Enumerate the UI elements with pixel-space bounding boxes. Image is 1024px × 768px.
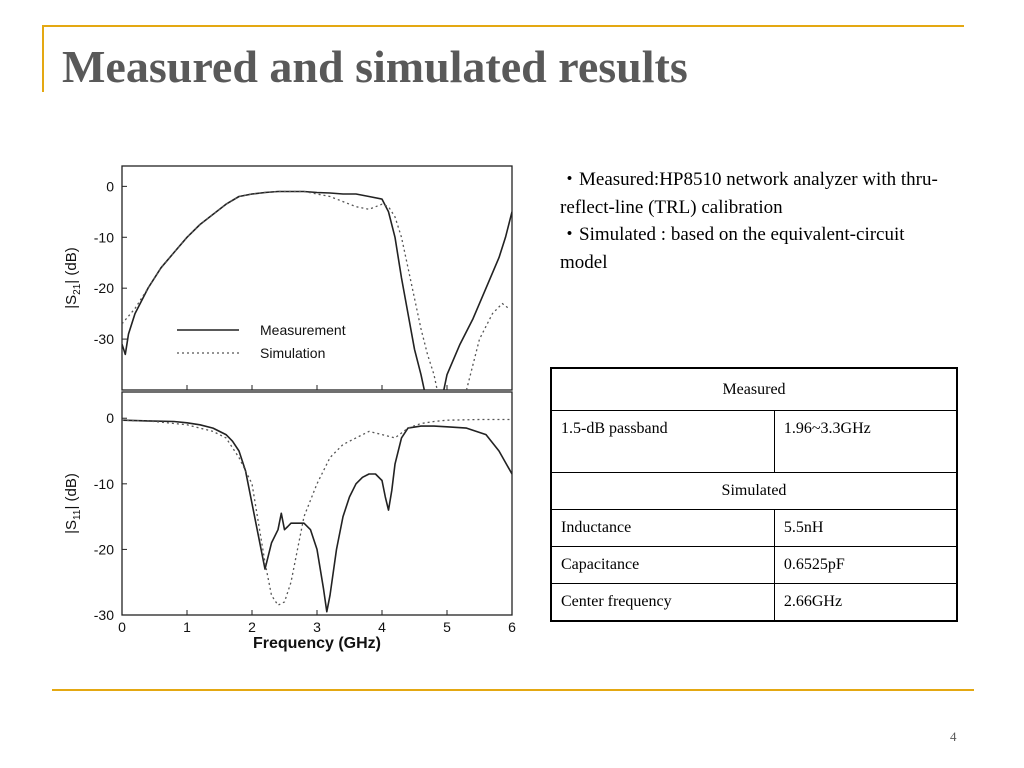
legend-label-measurement: Measurement bbox=[260, 322, 346, 338]
s21-ytick-label: -20 bbox=[94, 280, 114, 296]
s21-plot: 0 -10 -20 -30 |S21| (dB) Measurement Simulatio… bbox=[63, 165, 513, 391]
s11-xlabel: Frequency (GHz) bbox=[253, 635, 381, 652]
s11-plot: 0-10-20-300 1 2 3 4 5 6|S11| (dB)Frequency (GH… bbox=[63, 391, 516, 652]
s11-ytick-label: -10 bbox=[94, 476, 114, 492]
s11-xtick-label: 1 bbox=[183, 619, 191, 635]
passband-value: 1.96~3.3GHz bbox=[773, 410, 958, 473]
s11-xtick-label: 2 bbox=[248, 619, 256, 635]
center-frequency-label: Center frequency bbox=[550, 583, 775, 622]
note-simulated: ・Simulated : based on the equivalent-cir… bbox=[560, 224, 905, 273]
legend-label-simulation: Simulation bbox=[260, 345, 325, 361]
s21-ytick-label: -30 bbox=[94, 331, 114, 347]
s11-frame bbox=[121, 391, 513, 616]
s21-ytick-label: 0 bbox=[106, 178, 114, 194]
s11-ytick-label: 0 bbox=[106, 410, 114, 426]
s21-series-simulation-2 bbox=[122, 190, 438, 390]
s-parameter-plots: 0 -10 -20 -30 |S21| (dB) Measurement Simulatio… bbox=[63, 165, 516, 652]
notes: ・Measured:HP8510 network analyzer with t… bbox=[560, 166, 940, 276]
table-row: 1.5-dB passband 1.96~3.3GHz bbox=[550, 410, 958, 473]
simulated-header: Simulated bbox=[550, 472, 958, 510]
s11-ytick-label: -20 bbox=[94, 541, 114, 557]
table-row: Inductance 5.5nH bbox=[550, 509, 958, 547]
title-accent-bar bbox=[42, 25, 44, 92]
title-accent-line bbox=[42, 25, 964, 27]
center-frequency-value: 2.66GHz bbox=[773, 583, 958, 622]
s11-series-measurement-0 bbox=[122, 419, 512, 613]
table-row: Simulated bbox=[550, 472, 958, 510]
s21-ylabel: |S21| (dB) bbox=[63, 247, 83, 308]
s11-xtick-label: 5 bbox=[443, 619, 451, 635]
inductance-value: 5.5nH bbox=[773, 509, 958, 547]
slide-title: Measured and simulated results bbox=[62, 41, 688, 92]
table-row: Capacitance 0.6525pF bbox=[550, 546, 958, 584]
note-measured: ・Measured:HP8510 network analyzer with t… bbox=[560, 169, 938, 218]
passband-label: 1.5-dB passband bbox=[550, 410, 775, 473]
s21-series-measurement-1 bbox=[443, 211, 512, 390]
table-row: Center frequency 2.66GHz bbox=[550, 583, 958, 622]
s21-ytick-label: -10 bbox=[94, 229, 114, 245]
table-row: Measured bbox=[550, 367, 958, 411]
s11-xtick-label: 3 bbox=[313, 619, 321, 635]
inductance-label: Inductance bbox=[550, 509, 775, 547]
s21-series-simulation-3 bbox=[465, 302, 510, 390]
footer-accent-line bbox=[52, 689, 974, 691]
s11-xtick-label: 0 bbox=[118, 619, 126, 635]
s-parameter-figure: 0 -10 -20 -30 |S21| (dB) Measurement Simulatio… bbox=[50, 160, 530, 655]
measured-header: Measured bbox=[550, 367, 958, 411]
results-table: Measured 1.5-dB passband 1.96~3.3GHz Sim… bbox=[550, 367, 958, 622]
s11-series-simulation-1 bbox=[122, 418, 512, 606]
capacitance-value: 0.6525pF bbox=[773, 546, 958, 584]
page-number: 4 bbox=[950, 729, 957, 744]
s11-xtick-label: 4 bbox=[378, 619, 386, 635]
s11-ylabel: |S11| (dB) bbox=[63, 473, 83, 534]
capacitance-label: Capacitance bbox=[550, 546, 775, 584]
s11-xtick-label: 6 bbox=[508, 619, 516, 635]
s11-ytick-label: -30 bbox=[94, 607, 114, 623]
